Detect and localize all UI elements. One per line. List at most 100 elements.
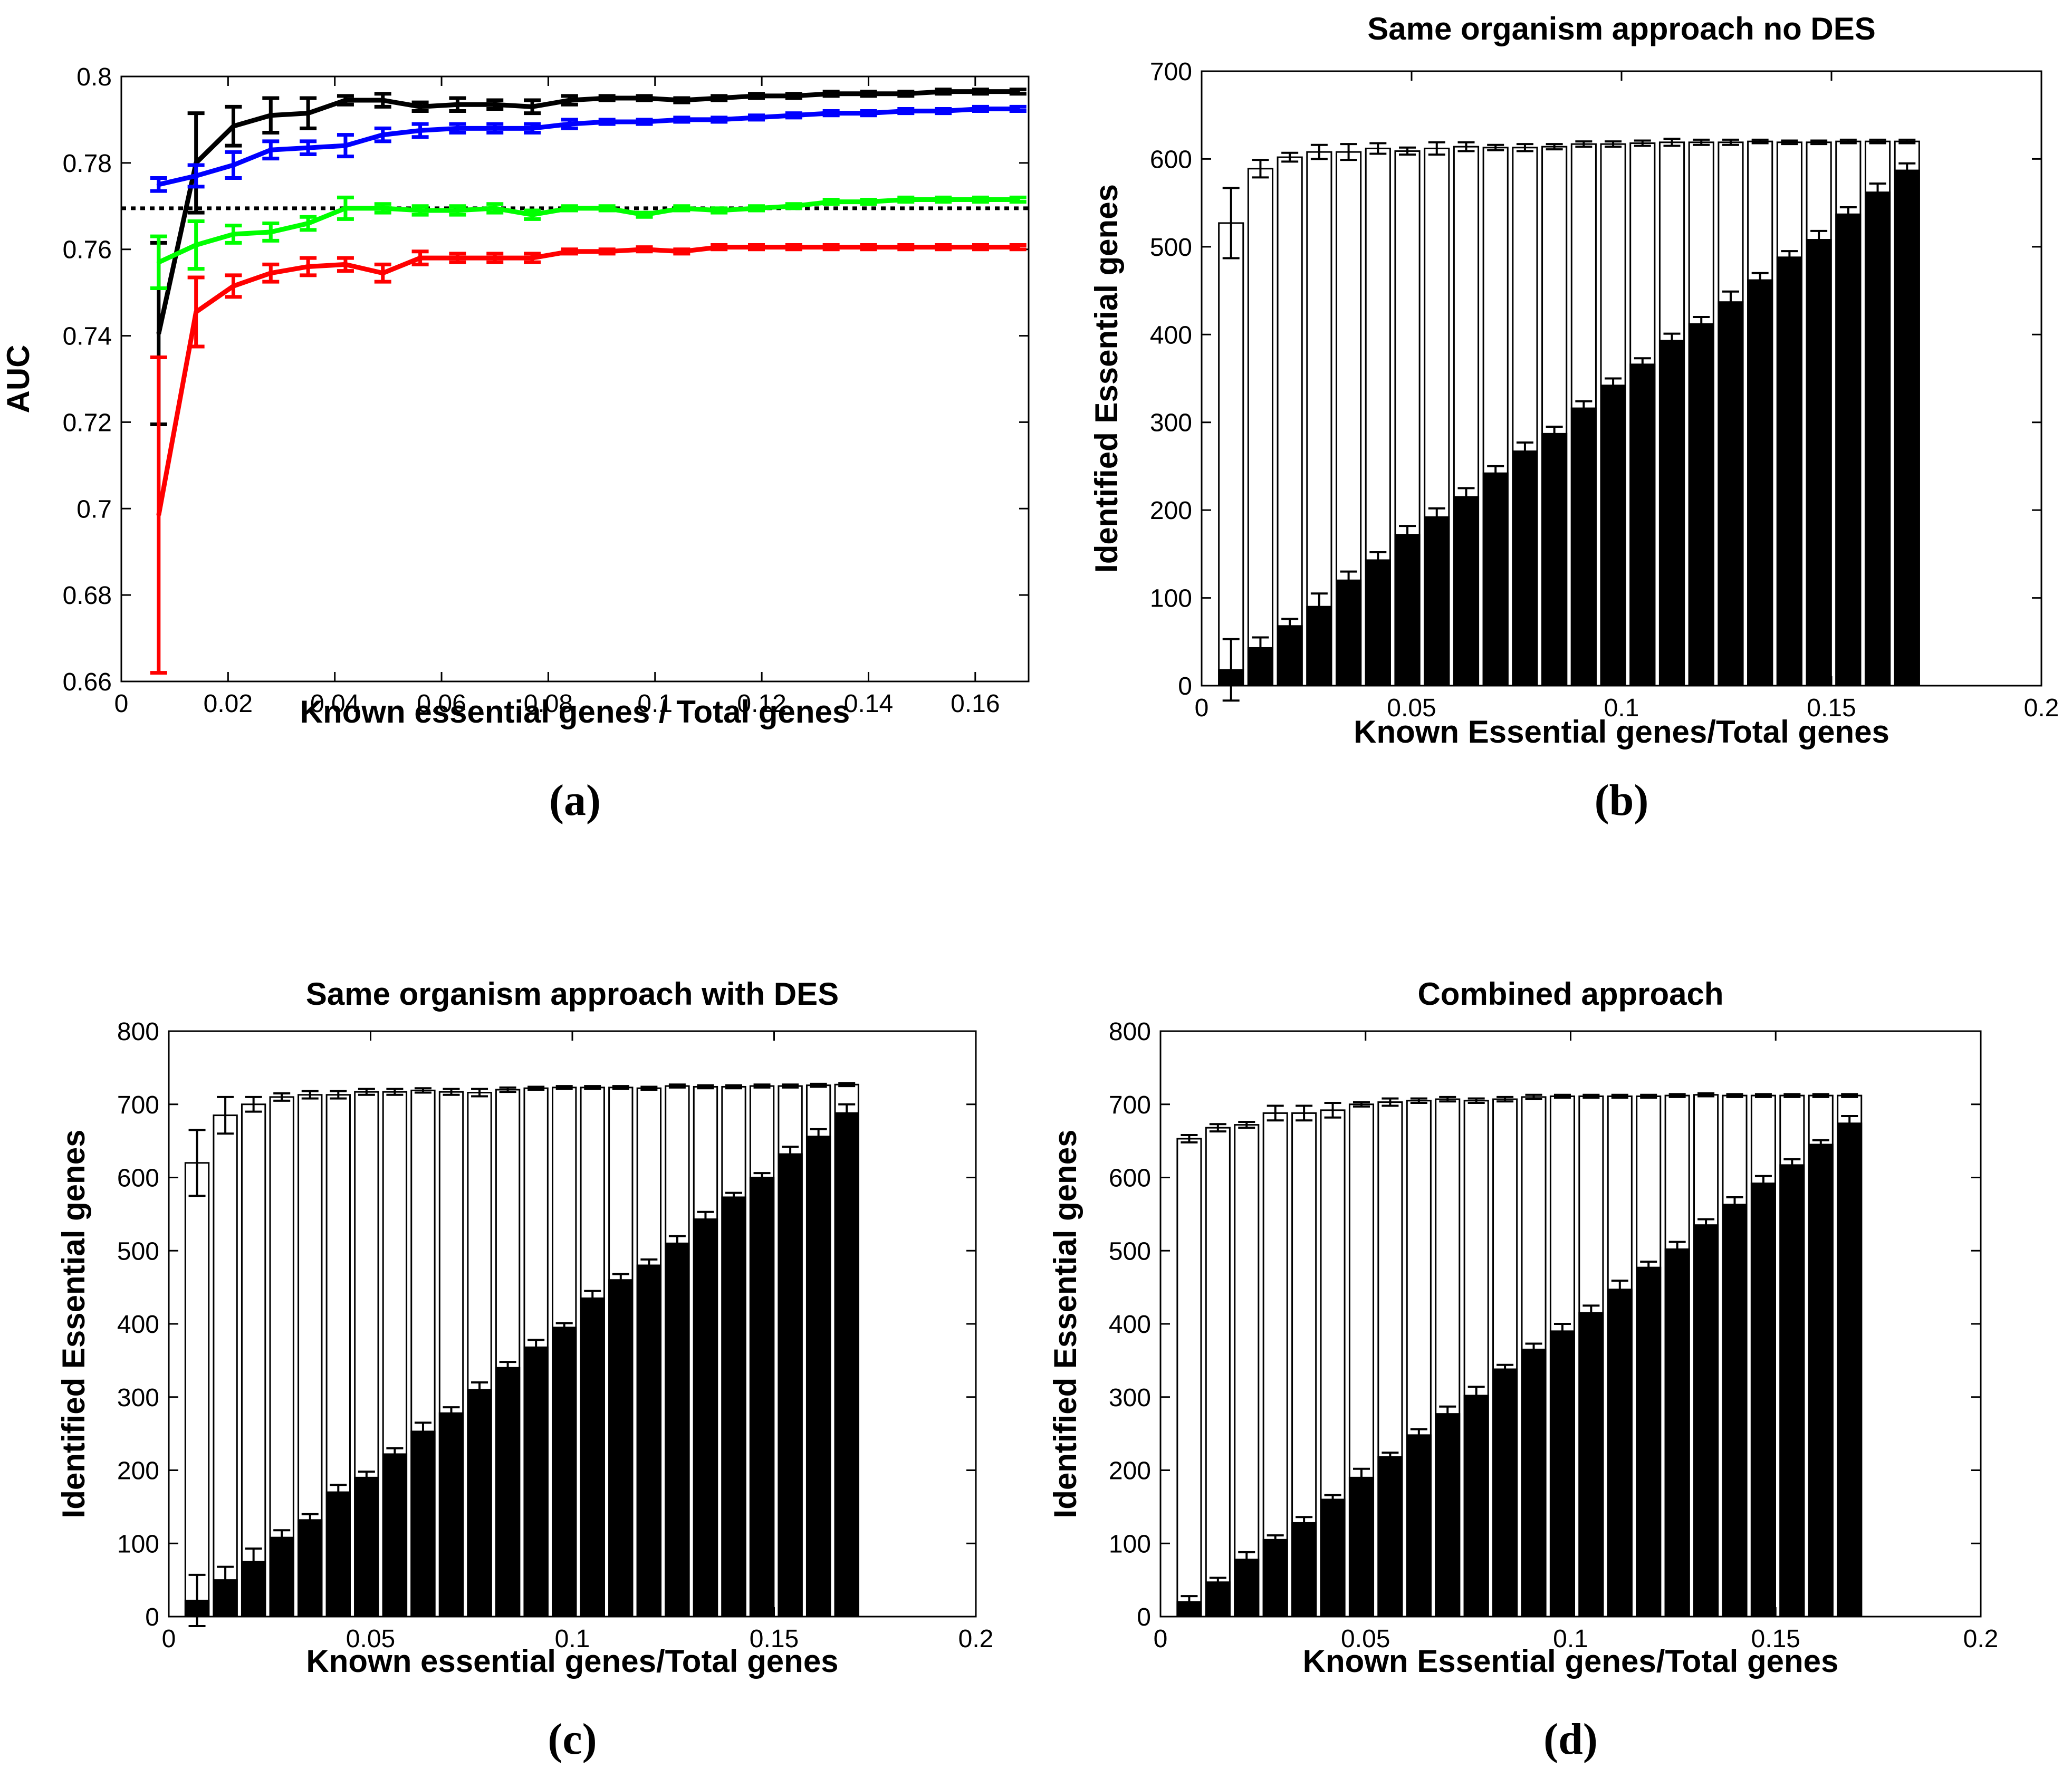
data-point-red [156, 513, 161, 517]
data-point-green [380, 206, 385, 210]
data-point-red [530, 256, 535, 261]
bar-known [382, 1453, 408, 1618]
data-point-green [605, 206, 609, 210]
data-point-green [567, 206, 572, 210]
data-point-green [455, 208, 460, 213]
y-axis-label: AUC [1, 345, 36, 414]
data-point-black [904, 91, 908, 96]
bar-known [1835, 213, 1862, 687]
panel-label: (a) [549, 776, 601, 825]
x-tick-label: 0.2 [958, 1625, 994, 1653]
data-point-blue [605, 120, 609, 124]
data-point-red [306, 264, 311, 269]
bar-known [1664, 1248, 1690, 1618]
bar-known [1578, 1312, 1604, 1618]
bar-known [1837, 1122, 1863, 1618]
data-point-black [829, 91, 833, 96]
data-point-green [829, 199, 833, 204]
y-tick-label: 0 [1178, 672, 1192, 700]
data-point-red [455, 256, 460, 261]
panel-c: 0 0.05 0.1 0.15 0.2 0 100 200 300 400 500 600 700 800… [56, 976, 993, 1764]
bar-known [1453, 496, 1480, 687]
bar-known [1718, 301, 1744, 687]
x-tick-label: 0 [162, 1625, 176, 1653]
x-axis-label: Known essential genes / Total genes [300, 694, 850, 729]
data-point-green [978, 197, 983, 202]
y-tick-label: 0 [145, 1603, 159, 1631]
bar-known [1600, 385, 1626, 687]
x-tick-label: 0.14 [844, 690, 893, 718]
data-point-blue [268, 148, 273, 152]
data-point-red [941, 245, 946, 249]
y-tick-label: 400 [1150, 321, 1192, 349]
chart-title: Same organism approach no DES [1367, 11, 1876, 46]
bar-total [1247, 168, 1274, 687]
data-point-red [194, 310, 198, 314]
data-point-green [904, 197, 908, 202]
bar-known [1424, 516, 1450, 687]
y-tick-label: 800 [1109, 1018, 1151, 1046]
x-tick-label: 0 [1195, 694, 1209, 722]
y-tick-label: 700 [1150, 58, 1192, 86]
data-point-red [1015, 245, 1020, 249]
y-tick-label: 0.7 [76, 495, 112, 523]
bar-known [693, 1218, 718, 1618]
data-point-blue [1015, 107, 1020, 111]
x-tick-label: 0.15 [1751, 1625, 1800, 1653]
bar-known [1277, 625, 1303, 687]
y-tick-label: 500 [117, 1237, 159, 1265]
data-point-red [866, 245, 871, 249]
data-point-green [642, 213, 647, 217]
x-tick-label: 0.1 [637, 690, 673, 718]
bar-known [1688, 323, 1714, 687]
data-point-black [418, 104, 423, 109]
x-tick-label: 0 [1154, 1625, 1168, 1653]
bar-known [467, 1389, 492, 1618]
data-point-black [380, 98, 385, 103]
data-point-red [904, 245, 908, 249]
y-tick-label: 200 [1150, 497, 1192, 525]
data-point-green [418, 208, 423, 213]
data-point-black [791, 93, 796, 98]
data-point-green [493, 206, 497, 210]
data-point-blue [306, 146, 311, 150]
bar-known [1722, 1204, 1748, 1618]
data-point-green [156, 260, 161, 265]
data-point-red [791, 245, 796, 249]
bar-known [1291, 1522, 1317, 1618]
data-point-blue [642, 120, 647, 124]
x-tick-label: 0.06 [417, 690, 466, 718]
bar-known [1629, 363, 1656, 687]
bar-known [805, 1136, 831, 1618]
data-point-green [1015, 197, 1020, 202]
x-tick-label: 0 [114, 690, 129, 718]
bar-known [1779, 1164, 1805, 1618]
data-point-green [717, 208, 722, 213]
y-tick-label: 100 [1150, 585, 1192, 613]
bar-known [1806, 239, 1832, 687]
x-tick-label: 0.1 [1553, 1625, 1588, 1653]
panel-d: 0 0.05 0.1 0.15 0.2 0 100 200 300 400 500 600 700 800… [1048, 976, 1998, 1764]
bar-known [1365, 559, 1391, 687]
y-tick-label: 500 [1109, 1237, 1151, 1265]
bar-total [213, 1114, 238, 1618]
chart-title: Same organism approach with DES [306, 976, 839, 1012]
x-tick-label: 0.15 [1807, 694, 1856, 722]
y-tick-label: 600 [1150, 146, 1192, 174]
data-point-black [978, 89, 983, 94]
x-tick-label: 0.12 [737, 690, 786, 718]
y-tick-label: 0.8 [76, 63, 112, 91]
x-tick-label: 0.2 [1963, 1625, 1999, 1653]
data-point-blue [156, 182, 161, 187]
x-tick-label: 0.05 [1387, 694, 1436, 722]
data-point-red [380, 271, 385, 275]
bar-total [1218, 222, 1244, 687]
y-tick-label: 300 [1109, 1384, 1151, 1412]
y-tick-label: 600 [1109, 1165, 1151, 1193]
data-point-red [978, 245, 983, 249]
bar-known [1482, 472, 1509, 687]
bar-total [184, 1162, 210, 1618]
data-point-black [941, 89, 946, 94]
bar-known [325, 1491, 351, 1618]
y-axis-label: Identified Essential genes [1048, 1130, 1083, 1518]
